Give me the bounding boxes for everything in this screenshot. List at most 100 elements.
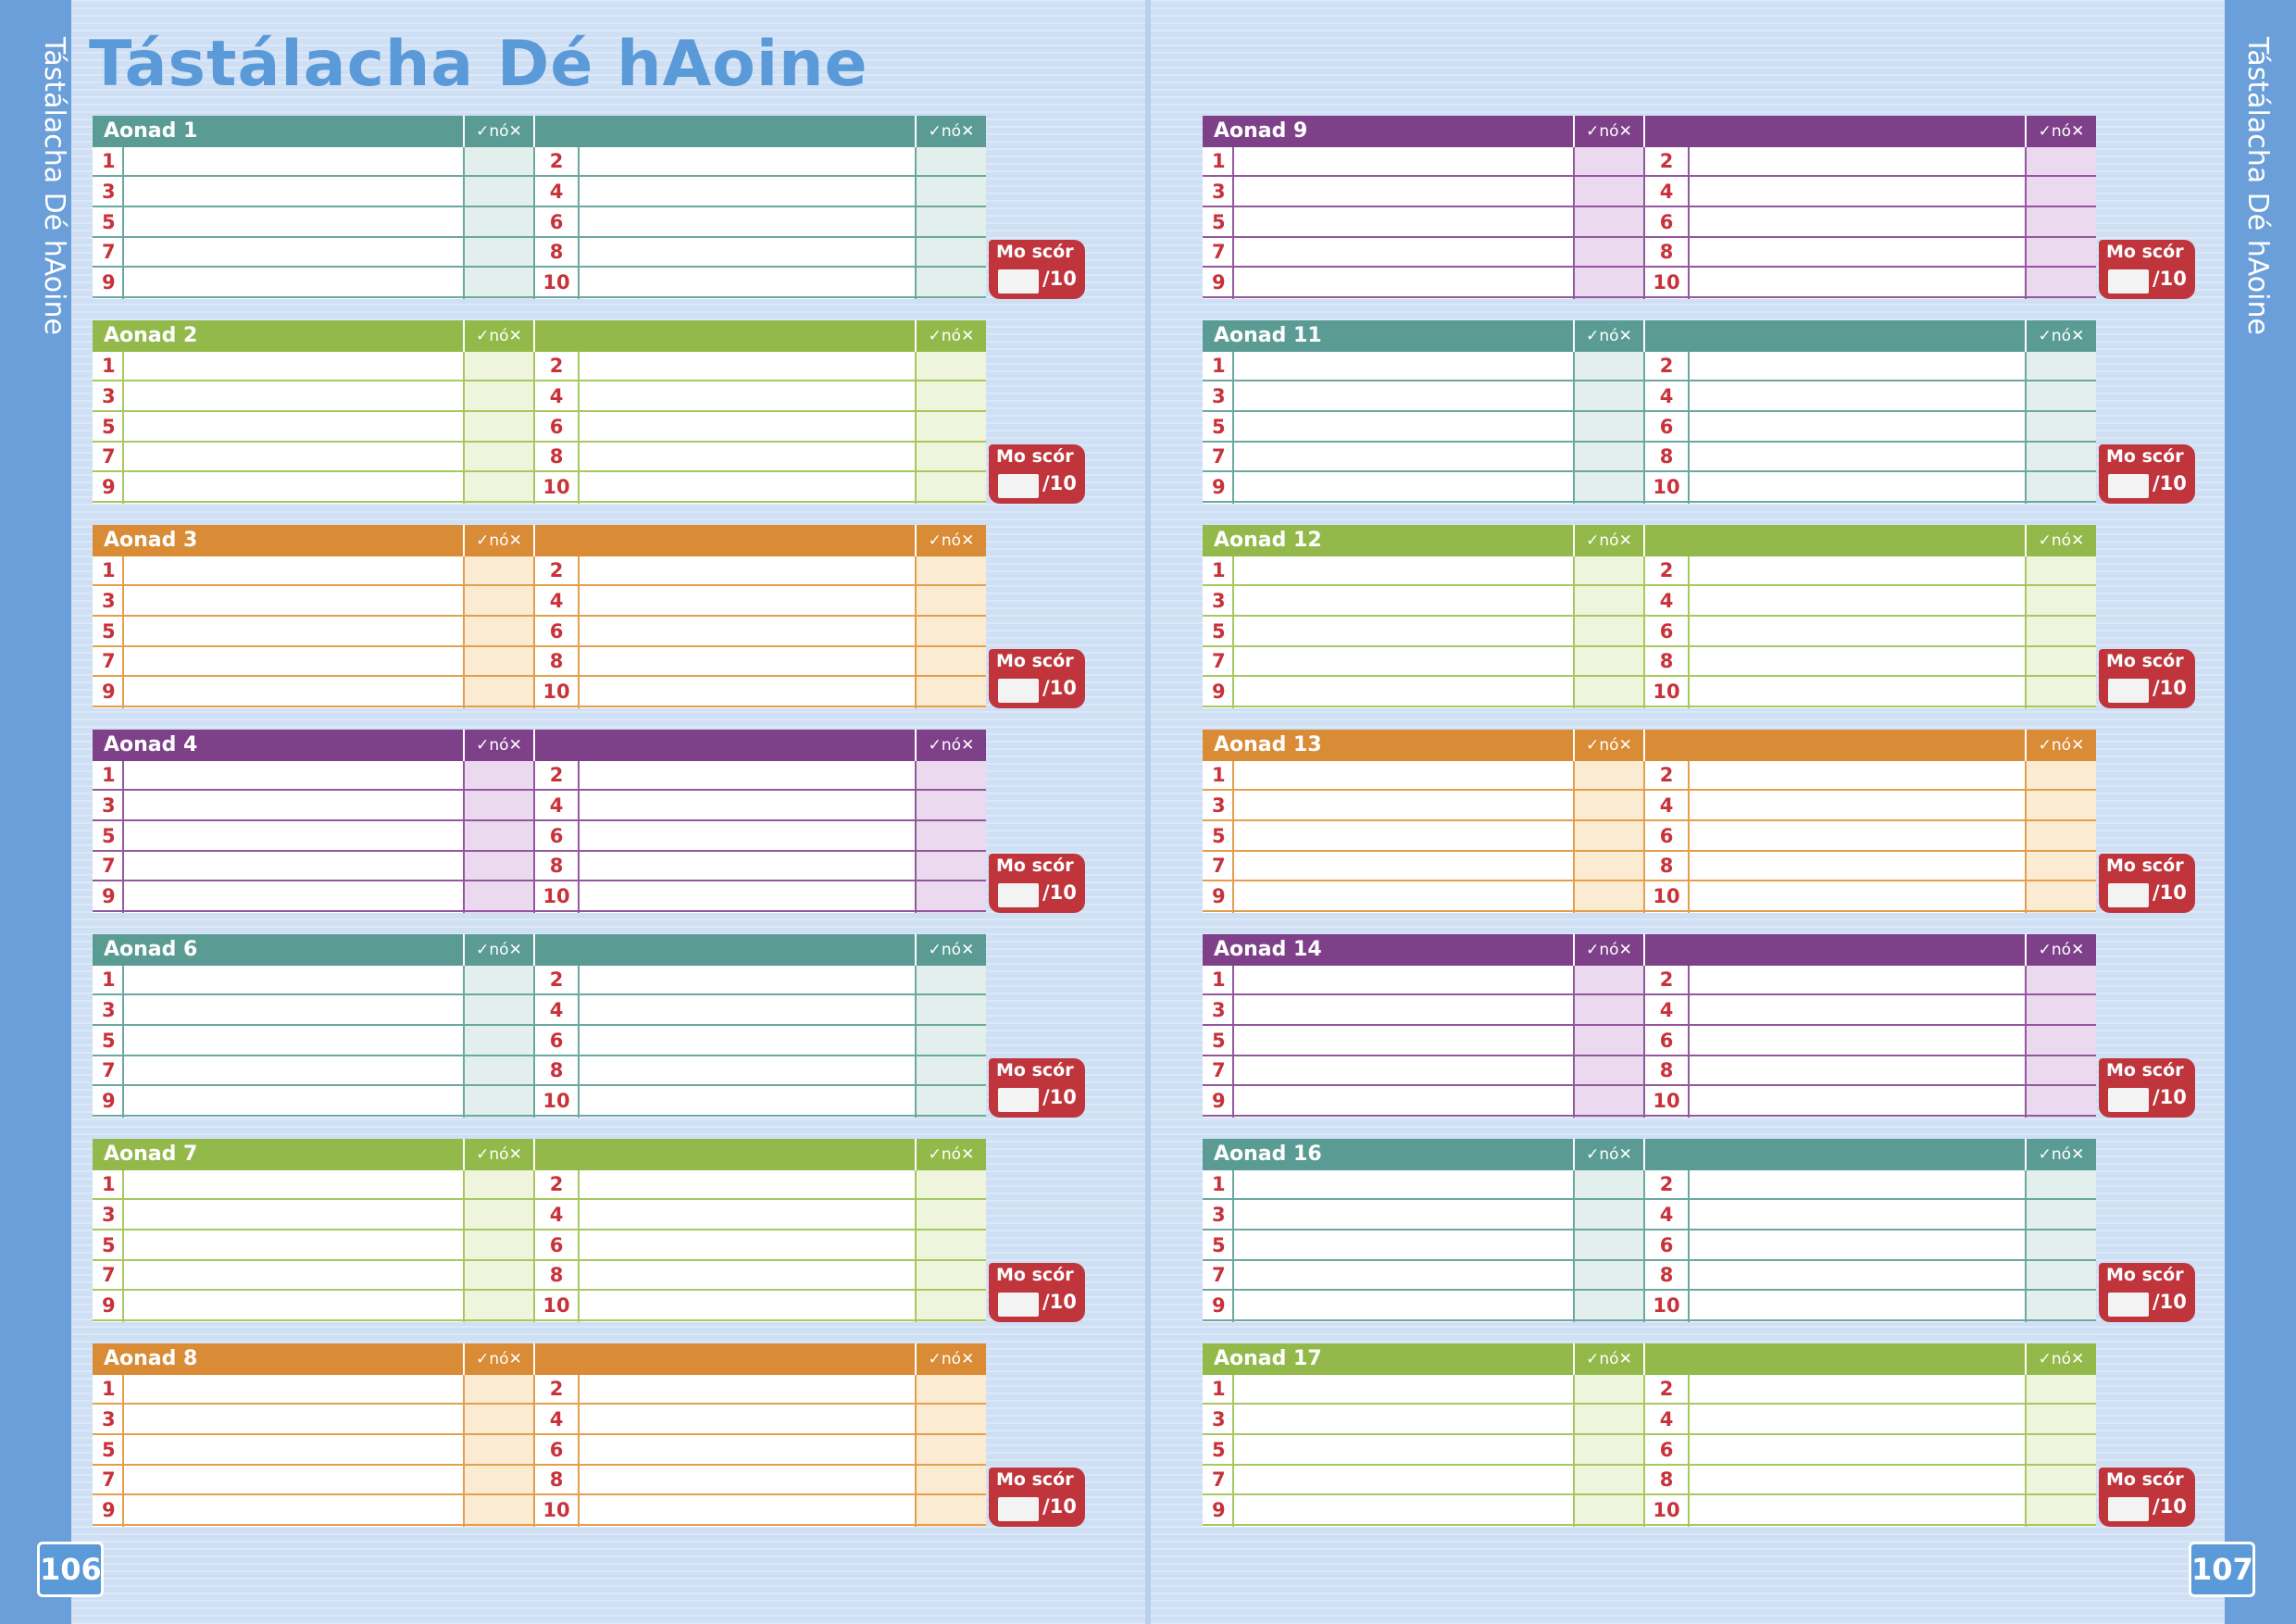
answer-row[interactable]: 9 10 — [1203, 1087, 2096, 1118]
question-number: 6 — [1659, 619, 1674, 643]
answer-row[interactable]: 9 10 — [93, 473, 986, 504]
score-input-box[interactable] — [2108, 1088, 2149, 1112]
question-number: 7 — [1212, 650, 1226, 673]
answer-row[interactable]: 9 10 — [1203, 473, 2096, 504]
score-input-box[interactable] — [2108, 269, 2149, 294]
score-input-box[interactable] — [2108, 474, 2149, 498]
answer-row[interactable]: 9 10 — [1203, 882, 2096, 913]
column-divider — [122, 556, 124, 708]
score-input-box[interactable] — [2108, 1497, 2149, 1521]
check-header: ✓nó✕ — [917, 525, 986, 556]
question-number: 6 — [1659, 824, 1674, 847]
column-divider — [915, 352, 917, 504]
answer-row[interactable]: 9 10 — [93, 1087, 986, 1118]
score-input-box[interactable] — [998, 474, 1039, 498]
score-input-box[interactable] — [2108, 679, 2149, 703]
answer-row[interactable]: 9 10 — [93, 269, 986, 299]
score-out-of: /10 — [2152, 472, 2187, 494]
score-input-box[interactable] — [2108, 883, 2149, 907]
score-input-box[interactable] — [998, 269, 1039, 294]
answer-row[interactable]: 9 10 — [93, 882, 986, 913]
answer-row[interactable]: 9 10 — [1203, 1292, 2096, 1322]
answer-row[interactable]: 9 10 — [1203, 1496, 2096, 1527]
score-input-box[interactable] — [2108, 1293, 2149, 1317]
answer-row[interactable]: 9 10 — [1203, 269, 2096, 299]
question-number: 10 — [543, 1090, 570, 1113]
question-number: 4 — [1659, 1407, 1674, 1430]
score-input-box[interactable] — [998, 679, 1039, 703]
score-input-box[interactable] — [998, 1088, 1039, 1112]
answer-row[interactable]: 9 10 — [93, 1292, 986, 1322]
score-out-of: /10 — [1042, 881, 1077, 904]
unit-label: Aonad 16 — [1203, 1139, 1573, 1170]
score-input-box[interactable] — [998, 1497, 1039, 1521]
question-number: 9 — [102, 885, 116, 908]
score-input-box[interactable] — [998, 883, 1039, 907]
answer-row[interactable]: 9 10 — [93, 1496, 986, 1527]
score-label: Mo scór — [2106, 242, 2184, 262]
answer-row[interactable]: 9 10 — [1203, 678, 2096, 708]
question-number: 1 — [1212, 355, 1226, 377]
score-input-box[interactable] — [998, 1293, 1039, 1317]
answer-row[interactable]: 9 10 — [93, 678, 986, 708]
column-divider — [533, 1170, 535, 1322]
question-number: 4 — [549, 998, 564, 1021]
